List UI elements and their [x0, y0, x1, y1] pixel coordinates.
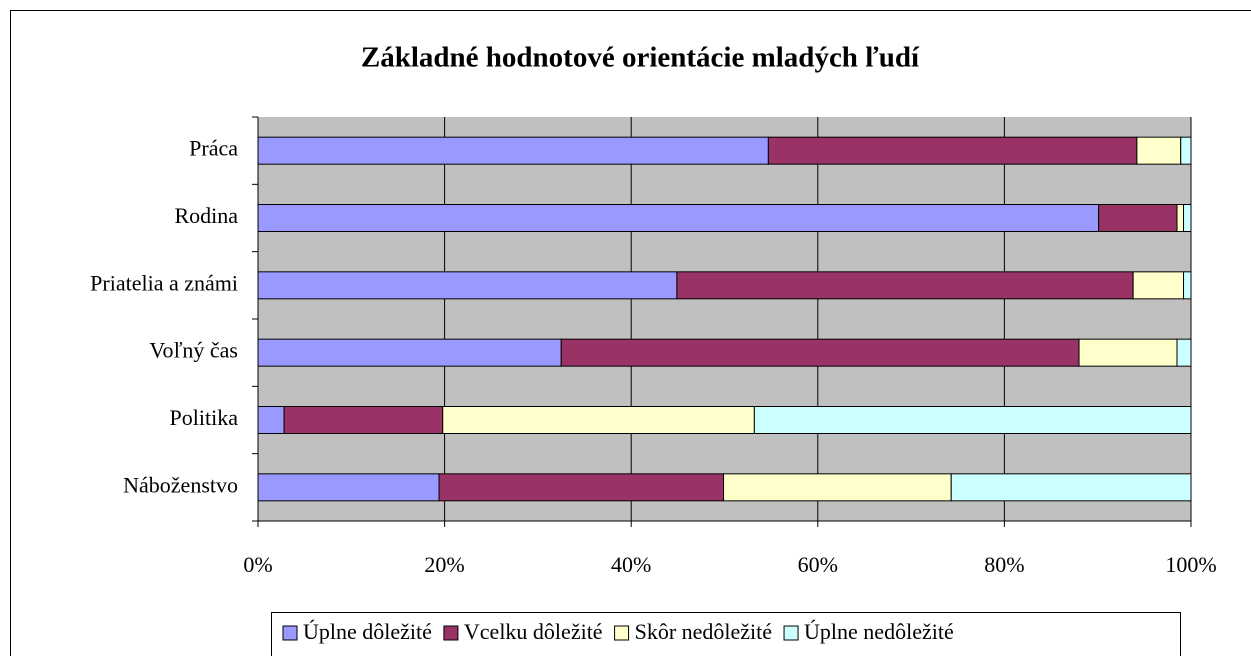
y-tick-label: Politika: [170, 405, 239, 430]
legend-label: Skôr nedôležité: [635, 619, 772, 644]
bar-segment: [1183, 271, 1192, 300]
x-tick-label: 60%: [798, 552, 838, 577]
bar-segment: [257, 204, 1100, 232]
bar-segment: [257, 473, 440, 502]
legend-label: Úplne nedôležité: [804, 619, 954, 644]
x-tick-label: 40%: [611, 552, 651, 577]
bar-segment: [1098, 204, 1178, 232]
x-tick-label: 80%: [984, 552, 1024, 577]
bar-segment: [1180, 136, 1192, 165]
bar-segment: [257, 406, 285, 434]
legend-label: Úplne dôležité: [303, 619, 432, 644]
legend-swatch: [443, 625, 459, 641]
bar-segment: [1176, 338, 1192, 367]
bar-segment: [753, 406, 1192, 434]
bar-segment: [950, 473, 1192, 502]
bar-segment: [257, 338, 562, 367]
bar-segment: [257, 136, 769, 165]
legend-swatch: [783, 625, 799, 641]
bar-segment: [1132, 271, 1185, 300]
y-tick-label: Práca: [189, 136, 238, 161]
y-tick-label: Náboženstvo: [123, 472, 238, 497]
x-tick-label: 20%: [424, 552, 464, 577]
bar-segment: [257, 271, 678, 300]
chart-title: Základné hodnotové orientácie mladých ľu…: [361, 42, 920, 74]
bar-segment: [283, 406, 444, 434]
legend-box: [271, 612, 1181, 656]
plot-area: [258, 117, 1191, 521]
bar-segment: [1176, 204, 1185, 232]
bar-segment: [1136, 136, 1182, 165]
legend-swatch: [614, 625, 630, 641]
bar-segment: [442, 406, 755, 434]
legend-label: Vcelku dôležité: [464, 619, 603, 644]
y-tick-label: Rodina: [174, 203, 238, 228]
bar-segment: [560, 338, 1080, 367]
bar-segment: [767, 136, 1138, 165]
legend-swatch: [282, 625, 298, 641]
bar-segment: [1183, 204, 1192, 232]
x-tick-label: 100%: [1165, 552, 1216, 577]
x-tick-label: 0%: [243, 552, 272, 577]
bar-segment: [438, 473, 725, 502]
y-tick-label: Voľný čas: [149, 338, 238, 363]
bar-segment: [1078, 338, 1178, 367]
bar-segment: [676, 271, 1134, 300]
y-tick-label: Priatelia a známi: [90, 270, 238, 295]
bar-segment: [723, 473, 952, 502]
